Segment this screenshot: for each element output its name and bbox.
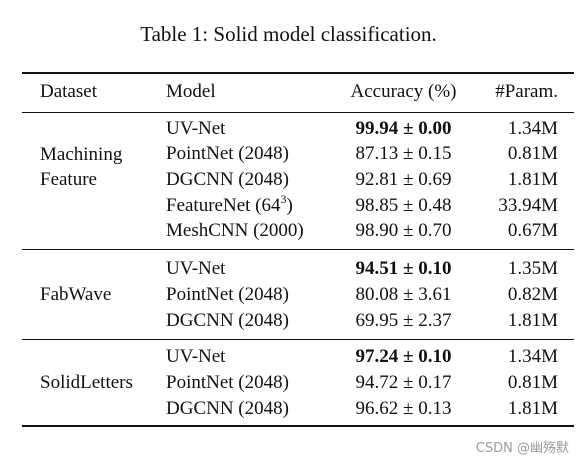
model-name-text: FeatureNet (64 [166,195,281,216]
model-name-suffix: ) [286,195,293,216]
param-count: 1.34M [507,118,558,139]
param-count: 0.67M [507,220,558,241]
model-name: PointNet (2048) [166,372,289,393]
header-dataset: Dataset [40,81,97,102]
model-name: PointNet (2048) [166,143,289,164]
param-count: 0.82M [507,284,558,305]
accuracy-value: 87.13 ± 0.15 [355,143,452,164]
table-caption: Table 1: Solid model classification. [140,22,437,46]
model-name: UV-Net [166,346,226,367]
param-count: 1.81M [507,169,558,190]
accuracy-value: 96.62 ± 0.13 [355,398,452,419]
header-model: Model [166,81,216,102]
accuracy-value: 92.81 ± 0.69 [355,169,452,190]
watermark: CSDN @幽殇默 [475,441,569,456]
model-name: UV-Net [166,118,226,139]
model-name: DGCNN (2048) [166,310,289,331]
group-rule [22,249,574,250]
top-rule [22,72,574,74]
param-count: 1.81M [507,398,558,419]
model-name: DGCNN (2048) [166,398,289,419]
accuracy-value: 99.94 ± 0.00 [355,118,452,139]
param-count: 1.34M [507,346,558,367]
accuracy-value: 97.24 ± 0.10 [355,346,452,367]
param-count: 0.81M [507,143,558,164]
dataset-label: Machining [40,144,123,165]
model-name: MeshCNN (2000) [166,220,304,241]
accuracy-value: 94.51 ± 0.10 [355,258,452,279]
accuracy-value: 80.08 ± 3.61 [355,284,452,305]
header-accuracy: Accuracy (%) [350,81,457,102]
header-rule [22,112,574,113]
bottom-rule [22,425,574,427]
model-name: FeatureNet (643) [166,192,293,218]
accuracy-value: 98.85 ± 0.48 [355,195,452,216]
model-name: PointNet (2048) [166,284,289,305]
dataset-label: Feature [40,169,97,190]
param-count: 1.81M [507,310,558,331]
param-count: 33.94M [498,195,558,216]
dataset-label: SolidLetters [40,372,133,393]
param-count: 1.35M [507,258,558,279]
model-name: DGCNN (2048) [166,169,289,190]
model-name: UV-Net [166,258,226,279]
group-rule [22,339,574,340]
accuracy-value: 69.95 ± 2.37 [355,310,452,331]
model-superscript: 3 [280,192,287,206]
accuracy-value: 94.72 ± 0.17 [355,372,452,393]
header-params: #Param. [495,81,558,102]
param-count: 0.81M [507,372,558,393]
accuracy-value: 98.90 ± 0.70 [355,220,452,241]
dataset-label: FabWave [40,284,112,305]
